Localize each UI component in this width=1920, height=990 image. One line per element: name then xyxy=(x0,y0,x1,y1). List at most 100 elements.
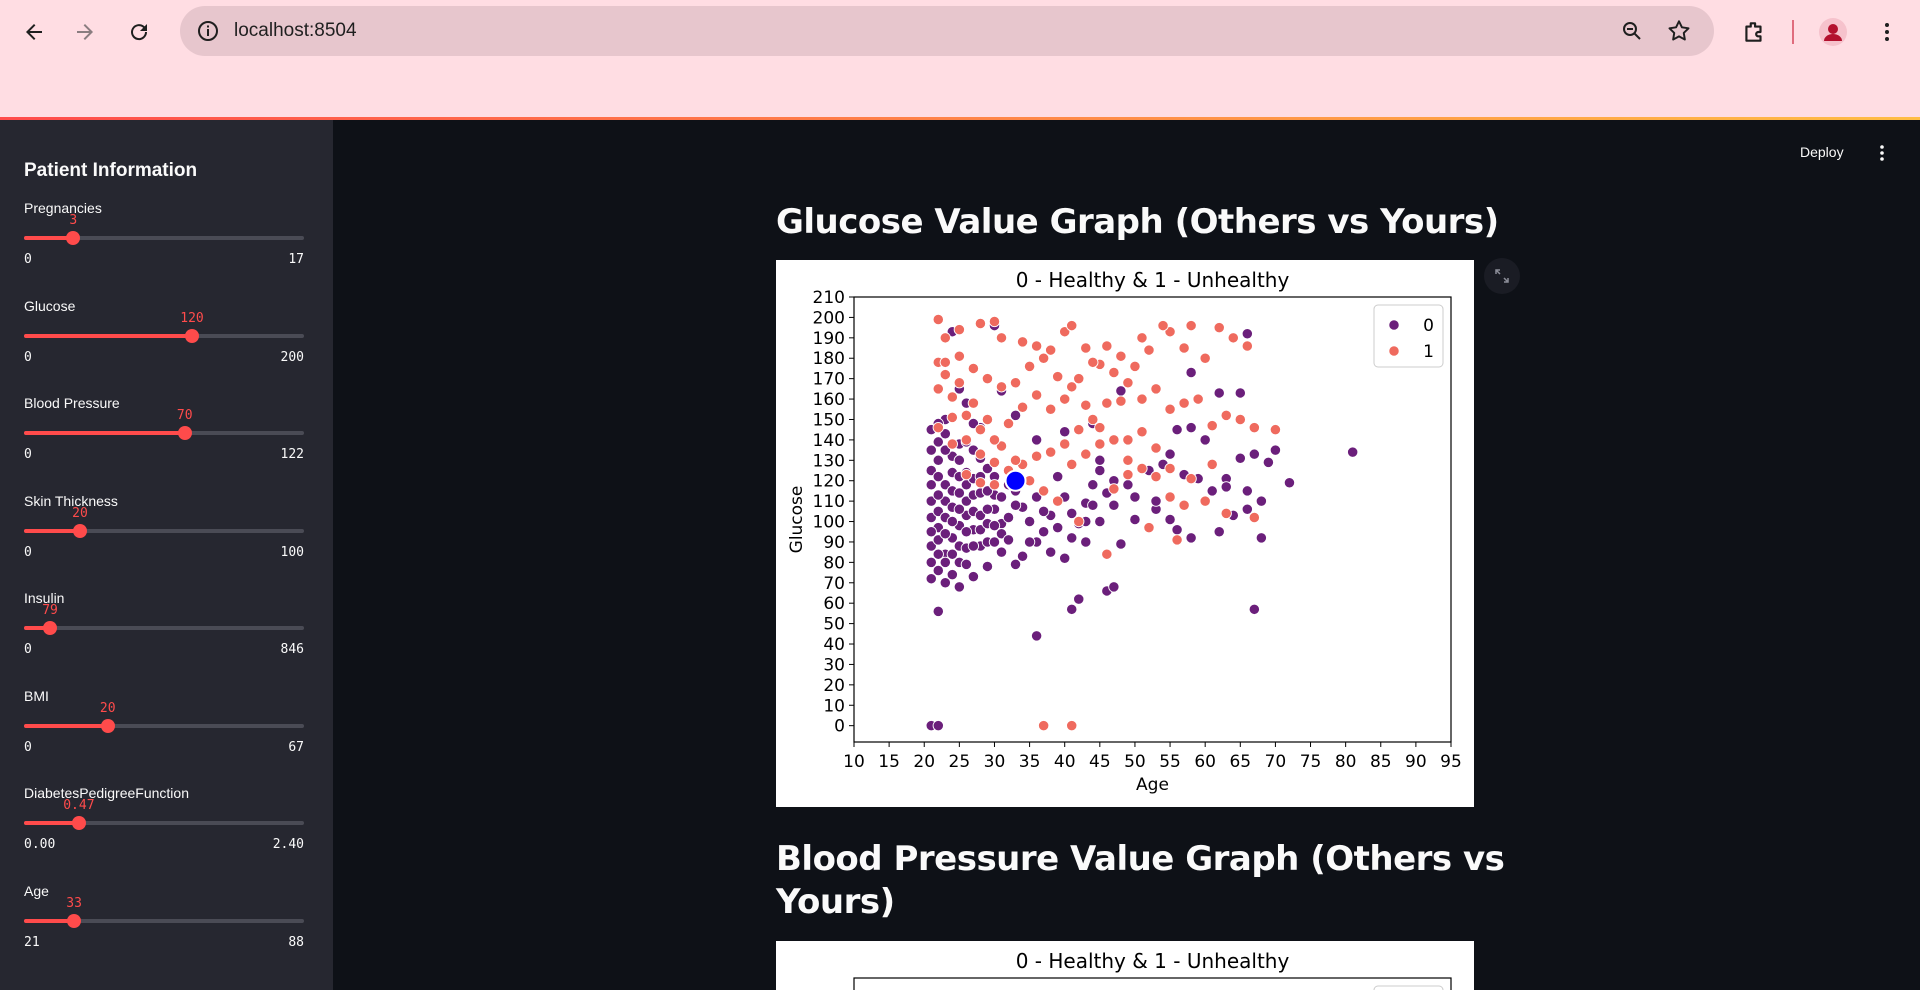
slider-thumb[interactable] xyxy=(177,426,192,440)
reload-icon[interactable] xyxy=(119,12,159,52)
bp-heading-line1: Blood Pressure Value Graph (Others vs xyxy=(776,839,1505,879)
extensions-icon[interactable] xyxy=(1734,12,1774,52)
data-point-1 xyxy=(1030,450,1043,462)
expand-icon[interactable] xyxy=(1484,258,1520,294)
slider-pregnancies[interactable]: Pregnancies 3 0 17 xyxy=(24,200,304,280)
slider-thumb[interactable] xyxy=(67,913,82,928)
back-icon[interactable] xyxy=(14,12,54,52)
slider-thumb[interactable] xyxy=(71,816,86,830)
slider-insulin[interactable]: Insulin 79 0 846 xyxy=(24,590,304,670)
x-tick-label: 50 xyxy=(1124,752,1146,772)
y-axis-label: Glucose xyxy=(787,486,807,554)
star-icon[interactable] xyxy=(1666,18,1692,49)
legend-label: 1 xyxy=(1423,342,1434,362)
data-point-0 xyxy=(1150,495,1162,507)
slider-label: Age xyxy=(24,882,49,899)
data-point-0 xyxy=(1213,526,1225,538)
data-point-1 xyxy=(1220,409,1232,422)
data-point-0 xyxy=(932,720,944,732)
legend-label: 0 xyxy=(1423,316,1434,336)
data-point-1 xyxy=(960,409,973,422)
data-point-1 xyxy=(981,373,994,385)
app-menu-icon[interactable] xyxy=(1876,144,1888,167)
data-point-1 xyxy=(1199,495,1211,507)
slider-min: 0 xyxy=(24,252,32,267)
slider-thumb[interactable] xyxy=(66,231,81,245)
slider-track[interactable] xyxy=(24,913,304,928)
data-point-0 xyxy=(1052,470,1064,483)
slider-thumb[interactable] xyxy=(185,328,199,343)
y-tick-label: 180 xyxy=(813,349,845,369)
data-point-1 xyxy=(1023,360,1036,373)
data-point-0 xyxy=(1066,603,1078,615)
slider-diabetespedigreefunction[interactable]: DiabetesPedigreeFunction 0.47 0.00 2.40 xyxy=(24,785,304,865)
slider-track[interactable] xyxy=(24,231,304,245)
data-point-0 xyxy=(1066,532,1078,544)
legend-marker-1 xyxy=(1388,345,1400,357)
forward-icon[interactable] xyxy=(65,12,105,52)
data-point-1 xyxy=(1164,403,1176,415)
slider-thumb[interactable] xyxy=(100,718,115,733)
data-point-0 xyxy=(974,509,987,522)
slider-age[interactable]: Age 33 21 88 xyxy=(24,883,304,963)
data-point-1 xyxy=(995,332,1008,344)
x-tick-label: 35 xyxy=(1019,752,1041,772)
data-point-1 xyxy=(1066,458,1078,471)
data-point-1 xyxy=(1052,370,1064,383)
data-point-0 xyxy=(925,444,937,456)
y-tick-label: 40 xyxy=(823,635,845,655)
profile-icon[interactable] xyxy=(1813,12,1853,52)
y-tick-label: 120 xyxy=(813,472,845,492)
data-point-0 xyxy=(1108,499,1120,511)
data-point-0 xyxy=(932,534,944,546)
data-point-0 xyxy=(925,479,937,491)
x-tick-label: 25 xyxy=(949,752,971,772)
slider-glucose[interactable]: Glucose 120 0 200 xyxy=(24,298,304,378)
x-tick-label: 90 xyxy=(1405,752,1427,772)
slider-max: 122 xyxy=(280,447,304,462)
data-point-1 xyxy=(1199,352,1211,364)
data-point-0 xyxy=(1171,424,1183,436)
zoom-icon[interactable] xyxy=(1620,19,1644,48)
slider-value: 70 xyxy=(176,408,193,423)
data-point-0 xyxy=(953,581,966,593)
data-point-0 xyxy=(1059,426,1071,438)
plot-frame xyxy=(853,977,1452,990)
info-icon[interactable] xyxy=(196,19,220,43)
data-point-0 xyxy=(939,528,951,540)
slider-track[interactable] xyxy=(24,328,304,343)
data-point-0 xyxy=(1283,477,1296,489)
slider-track[interactable] xyxy=(24,426,304,440)
slider-min: 0 xyxy=(24,642,32,657)
slider-track[interactable] xyxy=(24,816,304,830)
deploy-button[interactable]: Deploy xyxy=(1800,144,1844,160)
data-point-0 xyxy=(1255,495,1268,507)
data-point-0 xyxy=(1094,464,1106,477)
slider-fill xyxy=(24,918,75,923)
slider-track[interactable] xyxy=(24,718,304,733)
url-text[interactable]: localhost:8504 xyxy=(234,20,357,41)
slider-min: 21 xyxy=(24,934,40,950)
data-point-0 xyxy=(1009,409,1022,422)
y-tick-label: 90 xyxy=(823,533,845,553)
y-tick-label: 200 xyxy=(813,308,845,328)
data-point-0 xyxy=(953,503,966,515)
address-bar[interactable]: localhost:8504 xyxy=(180,6,1714,56)
slider-bmi[interactable]: BMI 20 0 67 xyxy=(24,688,304,768)
data-point-1 xyxy=(967,397,980,409)
slider-track[interactable] xyxy=(24,523,304,538)
data-point-0 xyxy=(1255,532,1268,544)
data-point-1 xyxy=(932,383,944,395)
slider-skin-thickness[interactable]: Skin Thickness 20 0 100 xyxy=(24,493,304,573)
slider-blood-pressure[interactable]: Blood Pressure 70 0 122 xyxy=(24,395,304,475)
menu-icon[interactable] xyxy=(1867,12,1907,52)
data-point-1 xyxy=(1037,485,1050,497)
slider-thumb[interactable] xyxy=(43,621,58,635)
glucose-chart: 0 - Healthy & 1 - Unhealthy 10 15 20 25 30 35 4… xyxy=(776,260,1474,807)
slider-track[interactable] xyxy=(24,621,304,635)
data-point-0 xyxy=(932,489,944,501)
slider-thumb[interactable] xyxy=(73,523,87,538)
y-tick-label: 0 xyxy=(834,717,845,737)
slider-fill xyxy=(24,528,80,533)
data-point-1 xyxy=(1101,340,1113,352)
